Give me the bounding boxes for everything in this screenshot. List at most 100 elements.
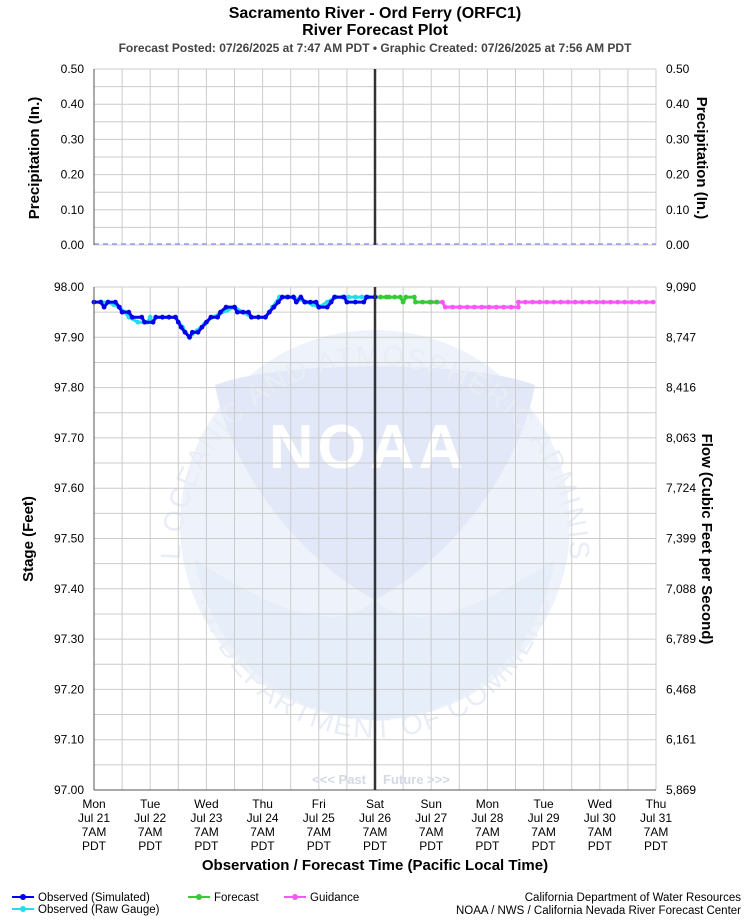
x-tick-label: Tue Jul 29 7AM PDT bbox=[528, 797, 560, 853]
guidance-point bbox=[544, 299, 550, 305]
stage-tick-label: 97.70 bbox=[54, 431, 84, 445]
guidance-point bbox=[442, 304, 448, 310]
observed-raw-gauge-point bbox=[352, 294, 358, 300]
flow-tick-label: 8,063 bbox=[666, 431, 696, 445]
forecast-point bbox=[403, 294, 409, 300]
legend-label-forecast: Forecast bbox=[214, 892, 260, 904]
forecast-point bbox=[434, 299, 440, 305]
observed-simulated-point bbox=[195, 329, 201, 335]
observed-simulated-point bbox=[263, 314, 268, 320]
x-tick-label-line: 7AM bbox=[82, 825, 107, 839]
precip-left-tick-label: 0.40 bbox=[61, 97, 85, 111]
legend-label-observed-simulated: Observed (Simulated) bbox=[38, 892, 150, 904]
stage-tick-label: 97.40 bbox=[54, 582, 84, 596]
guidance-point bbox=[515, 299, 521, 305]
forecast-point bbox=[411, 294, 417, 300]
x-tick-label: Wed Jul 23 7AM PDT bbox=[190, 797, 222, 853]
x-tick-label-line: Wed bbox=[588, 797, 612, 811]
forecast-point bbox=[386, 294, 392, 300]
x-tick-label-line: Jul 30 bbox=[584, 811, 616, 825]
observed-simulated-point bbox=[361, 299, 367, 305]
precip-left-tick-label: 0.20 bbox=[61, 168, 85, 182]
observed-simulated-point bbox=[116, 304, 122, 310]
observed-simulated-point bbox=[204, 319, 209, 325]
guidance-point bbox=[486, 304, 492, 310]
guidance-point bbox=[586, 299, 592, 305]
credit-line-2: NOAA / NWS / California Nevada River For… bbox=[456, 905, 741, 917]
legend-label-guidance: Guidance bbox=[310, 892, 359, 904]
observed-simulated-point bbox=[324, 304, 330, 310]
stage-tick-label: 97.20 bbox=[54, 682, 84, 696]
observed-simulated-point bbox=[119, 309, 125, 315]
flow-tick-label: 7,399 bbox=[666, 532, 696, 546]
x-tick-label-line: 7AM bbox=[475, 825, 500, 839]
guidance-point bbox=[450, 304, 455, 310]
observed-simulated-point bbox=[199, 324, 205, 330]
x-tick-label-line: Mon bbox=[82, 797, 105, 811]
x-tick-label-line: 7AM bbox=[306, 825, 331, 839]
guidance-point bbox=[493, 304, 499, 310]
x-tick-label-line: Jul 21 bbox=[78, 811, 110, 825]
posting-info: Forecast Posted: 07/26/2025 at 7:47 AM P… bbox=[119, 41, 633, 55]
observed-simulated-point bbox=[255, 314, 261, 320]
precip-right-axis-label: Precipitation (In.) bbox=[693, 97, 710, 220]
precip-right-tick-label: 0.40 bbox=[666, 97, 690, 111]
x-tick-label-line: 7AM bbox=[194, 825, 219, 839]
observed-simulated-point bbox=[248, 314, 254, 320]
x-tick-label-line: PDT bbox=[138, 839, 163, 853]
x-tick-label-line: Jul 26 bbox=[359, 811, 391, 825]
observed-simulated-point bbox=[153, 314, 159, 320]
x-tick-label: Tue Jul 22 7AM PDT bbox=[134, 797, 166, 853]
legend-marker-observed-simulated bbox=[20, 894, 26, 900]
guidance-point bbox=[551, 299, 557, 305]
x-tick-label-line: Sun bbox=[421, 797, 442, 811]
observed-simulated-point bbox=[344, 299, 350, 305]
watermark-noaa-letters: NOAA bbox=[269, 413, 468, 482]
x-tick-label-line: PDT bbox=[82, 839, 107, 853]
x-tick-label-line: PDT bbox=[307, 839, 332, 853]
observed-simulated-point bbox=[364, 294, 369, 300]
x-tick-label-line: Thu bbox=[646, 797, 667, 811]
guidance-point bbox=[558, 299, 564, 305]
observed-simulated-point bbox=[275, 299, 281, 305]
guidance-point bbox=[565, 299, 571, 305]
guidance-point bbox=[501, 304, 507, 310]
observed-simulated-point bbox=[291, 294, 296, 300]
forecast-point bbox=[427, 299, 433, 305]
x-tick-label-line: Jul 25 bbox=[303, 811, 335, 825]
observed-simulated-point bbox=[302, 299, 308, 305]
flow-tick-label: 9,090 bbox=[666, 280, 696, 294]
x-tick-label-line: 7AM bbox=[587, 825, 612, 839]
observed-raw-gauge-point bbox=[135, 319, 141, 325]
guidance-point bbox=[608, 299, 613, 305]
guidance-point bbox=[530, 299, 535, 305]
flow-tick-label: 8,416 bbox=[666, 381, 696, 395]
stage-tick-label: 97.80 bbox=[54, 381, 84, 395]
guidance-point bbox=[508, 304, 514, 310]
guidance-point bbox=[636, 299, 642, 305]
x-tick-label-line: Jul 23 bbox=[190, 811, 222, 825]
noaa-watermark: NATIONAL OCEANIC AND ATMOSPHERIC ADMINIS… bbox=[0, 0, 593, 744]
observed-simulated-point bbox=[175, 319, 181, 325]
flow-tick-label: 6,161 bbox=[666, 733, 696, 747]
observed-simulated-point bbox=[98, 299, 104, 305]
x-tick-label: Mon Jul 21 7AM PDT bbox=[78, 797, 110, 853]
x-tick-label-line: 7AM bbox=[644, 825, 669, 839]
observed-simulated-point bbox=[126, 309, 132, 315]
forecast-point bbox=[378, 294, 384, 300]
x-tick-label-line: 7AM bbox=[363, 825, 388, 839]
legend: Observed (Simulated)Observed (Raw Gauge)… bbox=[12, 892, 359, 916]
observed-raw-gauge-point bbox=[346, 294, 352, 300]
x-tick-label-line: 7AM bbox=[138, 825, 163, 839]
guidance-point bbox=[464, 304, 470, 310]
x-axis-label: Observation / Forecast Time (Pacific Loc… bbox=[202, 857, 548, 874]
guidance-point bbox=[572, 299, 578, 305]
observed-simulated-point bbox=[208, 314, 214, 320]
past-label: <<< Past bbox=[312, 772, 367, 787]
forecast-point bbox=[420, 299, 425, 305]
observed-simulated-point bbox=[105, 299, 111, 305]
flow-tick-label: 6,468 bbox=[666, 682, 696, 696]
observed-simulated-point bbox=[328, 299, 334, 305]
x-tick-label-line: PDT bbox=[251, 839, 276, 853]
